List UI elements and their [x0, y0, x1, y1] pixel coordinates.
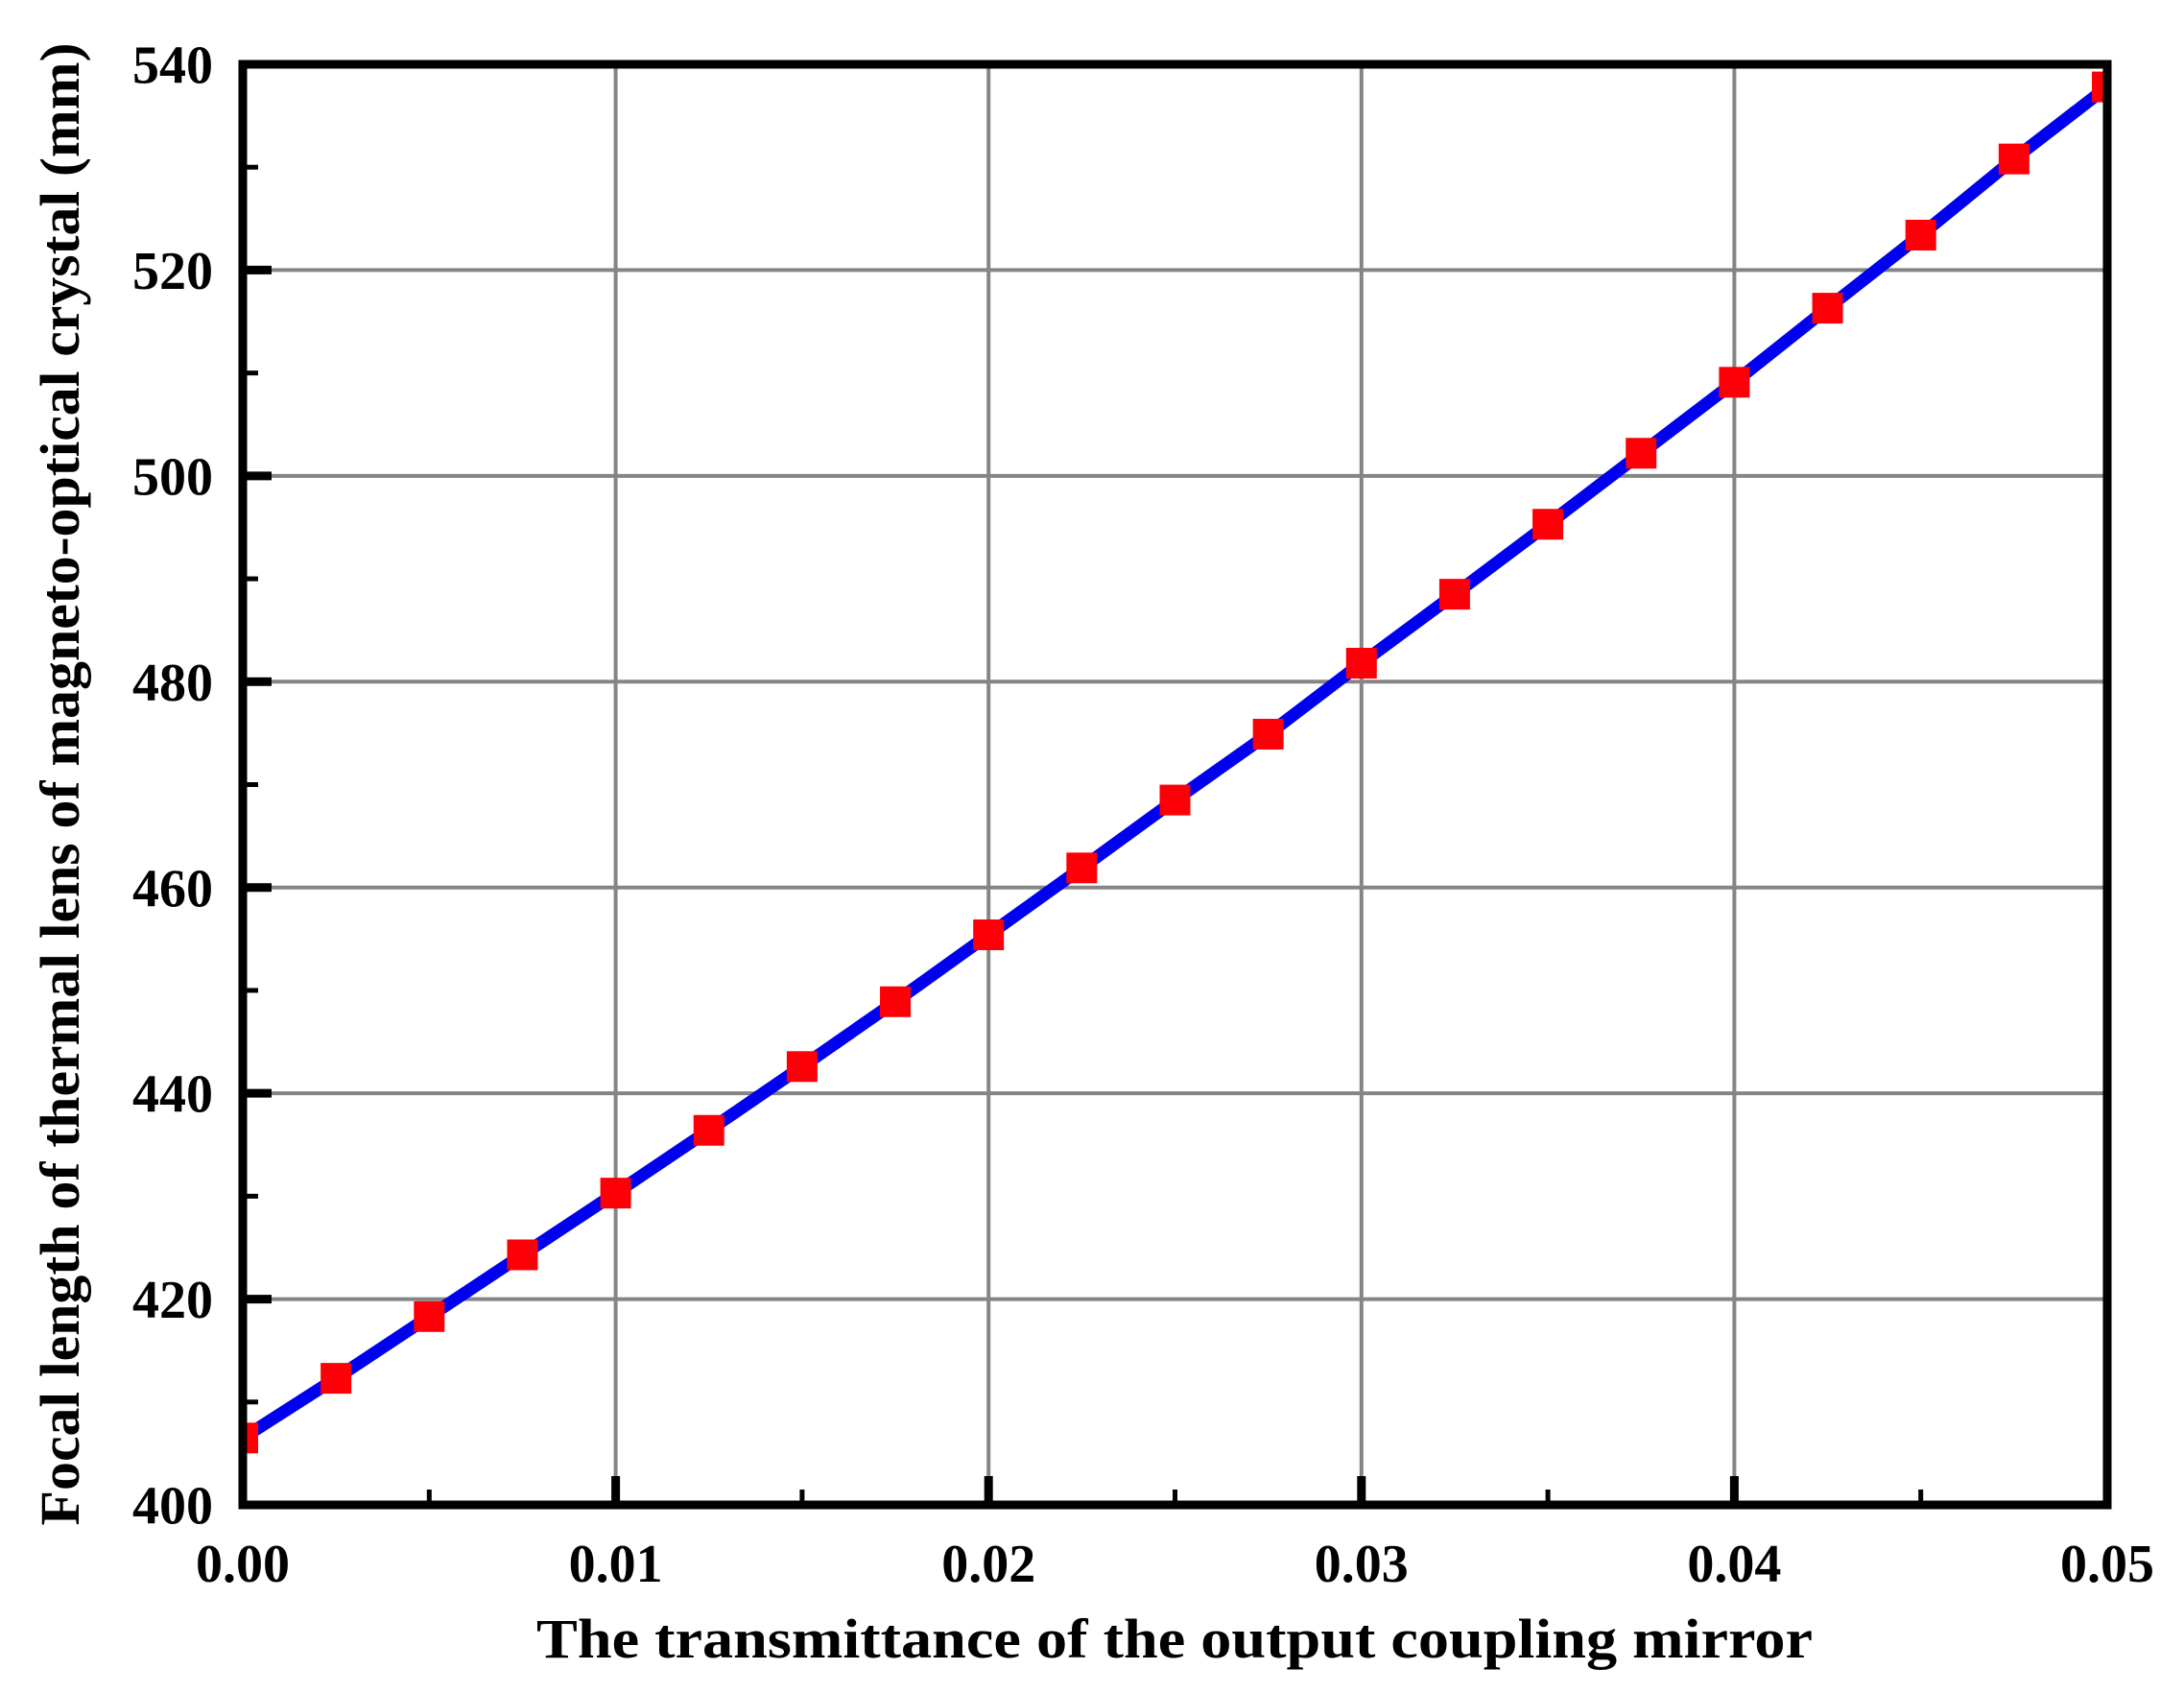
y-tick-label: 480: [132, 654, 213, 713]
x-tick-label: 0.05: [2060, 1535, 2154, 1594]
x-tick-label: 0.04: [1687, 1535, 1781, 1594]
gridlines: [243, 64, 2107, 1505]
data-series: [243, 71, 2107, 1454]
data-point-marker: [1905, 219, 1936, 250]
data-point-marker: [600, 1178, 631, 1209]
data-point-marker: [414, 1300, 445, 1332]
data-point-marker: [1719, 367, 1750, 398]
y-tick-label: 460: [132, 859, 213, 918]
y-tick-label: 440: [132, 1065, 213, 1125]
x-tick-label: 0.03: [1315, 1535, 1409, 1594]
data-point-marker: [1159, 784, 1191, 816]
y-tick-label: 520: [132, 242, 213, 301]
y-tick-label: 500: [132, 447, 213, 507]
x-axis-label: The transmittance of the output coupling…: [536, 1608, 1813, 1670]
y-tick-label: 420: [132, 1271, 213, 1330]
data-point-marker: [320, 1363, 352, 1395]
data-point-marker: [1438, 579, 1470, 610]
x-tick-label: 0.00: [196, 1535, 290, 1594]
axes: [238, 60, 2112, 1510]
data-point-marker: [1345, 647, 1377, 679]
data-point-marker: [1812, 293, 1843, 324]
x-tick-label: 0.02: [941, 1535, 1035, 1594]
data-point-marker: [973, 919, 1005, 951]
data-point-marker: [693, 1114, 724, 1146]
data-point-marker: [507, 1239, 538, 1271]
data-point-marker: [1998, 143, 2030, 175]
y-tick-label: 540: [132, 36, 213, 96]
y-axis-label: Focal length of thermal lens of magneto-…: [29, 43, 91, 1526]
data-point-marker: [1252, 718, 1284, 750]
data-point-marker: [1626, 438, 1657, 469]
tick-labels: 0.00 0.01 0.02 0.03 0.04 0.05 400 420 440 460 480 5…: [132, 36, 2154, 1594]
plot-border: [238, 60, 2112, 1510]
x-tick-label: 0.01: [569, 1535, 663, 1594]
data-point-marker: [1532, 509, 1564, 540]
data-point-marker: [786, 1051, 818, 1083]
data-point-marker: [1066, 852, 1098, 884]
data-point-marker: [880, 986, 912, 1017]
y-tick-label: 400: [132, 1477, 213, 1537]
